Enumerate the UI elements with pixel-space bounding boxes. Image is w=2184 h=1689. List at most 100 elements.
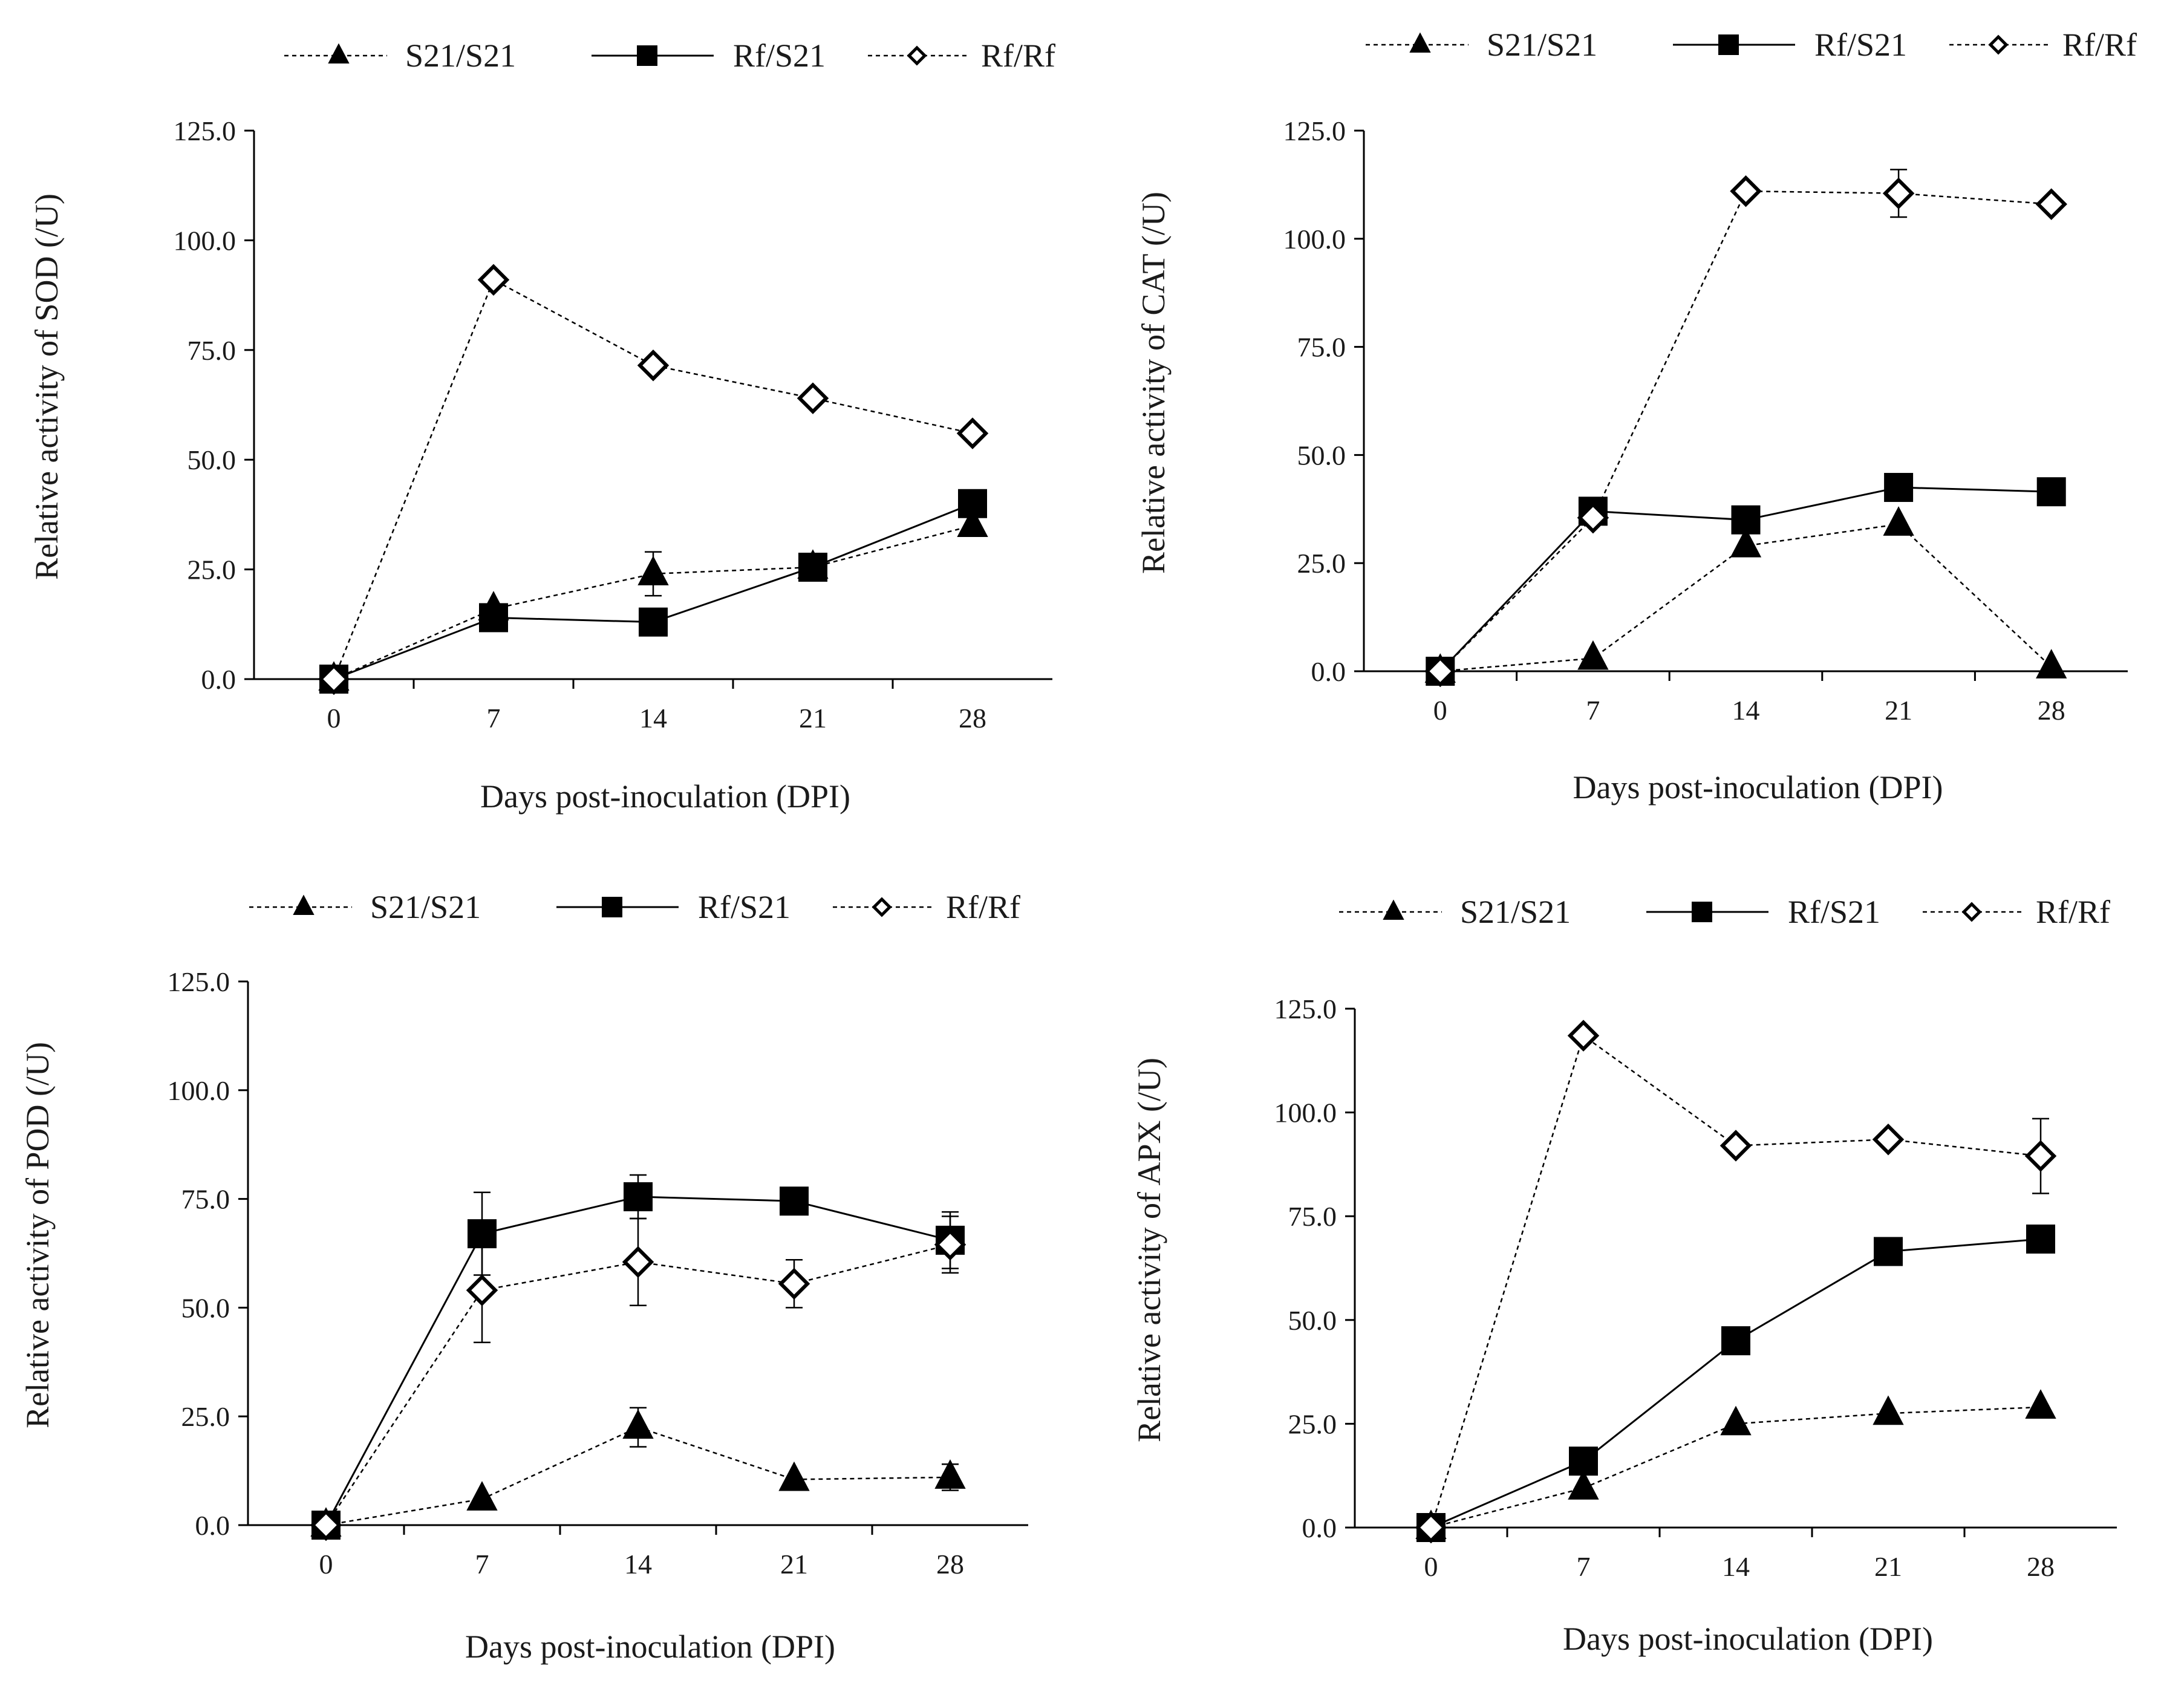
- y-tick-label: 50.0: [1288, 1305, 1337, 1336]
- data-point-s21-s21: [2025, 1389, 2056, 1419]
- y-tick-label: 25.0: [1288, 1408, 1337, 1439]
- legend-marker-rf-s21: [637, 45, 657, 66]
- data-point-s21-s21: [1873, 1395, 1904, 1425]
- chart-panel-1: 0.0 25.0 50.0 75.0 100.0 125.0 0 7 14 21 28 Days po…: [1135, 27, 2137, 805]
- legend-label: Rf/Rf: [2036, 894, 2110, 930]
- y-tick-label: 125.0: [1274, 994, 1337, 1024]
- data-point-s21-s21: [1720, 1405, 1752, 1436]
- y-tick-label: 75.0: [187, 335, 236, 366]
- series-line-rf-rf: [1439, 190, 2052, 672]
- data-point-rf-rf: [1882, 177, 1915, 209]
- x-tick-label: 21: [1874, 1551, 1902, 1582]
- chart-panel-2: 0.0 25.0 50.0 75.0 100.0 125.0 0 7 14 21 28 Days po…: [19, 889, 1028, 1665]
- y-tick-label: 0.0: [195, 1510, 230, 1541]
- data-point-rf-s21: [624, 1182, 653, 1212]
- data-point-s21-s21: [478, 591, 509, 620]
- data-point-rf-rf: [2024, 1140, 2057, 1172]
- legend-marker-rf-s21: [1718, 34, 1739, 55]
- legend-label: Rf/S21: [1814, 27, 1907, 63]
- legend-marker-rf-s21: [602, 897, 622, 917]
- legend: S21/S21 Rf/S21 Rf/Rf: [1339, 894, 2110, 930]
- y-tick-label: 100.0: [174, 225, 236, 256]
- legend-label: Rf/Rf: [946, 889, 1020, 925]
- data-point-s21-s21: [1883, 506, 1914, 536]
- y-tick-label: 125.0: [174, 116, 236, 146]
- x-tick-label: 0: [319, 1549, 333, 1580]
- data-point-rf-s21: [2026, 1224, 2055, 1254]
- x-tick-label: 14: [639, 703, 667, 734]
- data-point-rf-rf: [1424, 655, 1456, 688]
- data-point-s21-s21: [934, 1459, 966, 1489]
- data-point-s21-s21: [1568, 1470, 1599, 1500]
- x-tick-label: 7: [475, 1549, 489, 1580]
- x-tick-label: 7: [1577, 1551, 1591, 1582]
- series-line-s21-s21: [333, 524, 973, 680]
- legend-label: Rf/S21: [733, 37, 826, 74]
- series-line-rf-rf: [1430, 1034, 2041, 1528]
- data-point-s21-s21: [637, 556, 669, 585]
- legend-marker-s21-s21: [293, 894, 315, 915]
- data-point-rf-rf: [466, 1274, 498, 1306]
- y-tick-label: 125.0: [168, 966, 230, 997]
- y-tick-label: 0.0: [1311, 656, 1346, 687]
- chart-panel-0: 0.0 25.0 50.0 75.0 100.0 125.0 0 7 14 21 28 Days po…: [28, 37, 1055, 815]
- legend: S21/S21 Rf/S21 Rf/Rf: [284, 37, 1055, 74]
- y-tick-label: 25.0: [181, 1401, 230, 1432]
- y-axis-title: Relative activity of POD (/U): [19, 1042, 56, 1428]
- legend-marker-s21-s21: [1409, 32, 1431, 53]
- y-tick-label: 100.0: [1274, 1098, 1337, 1128]
- data-point-s21-s21: [622, 1409, 654, 1439]
- data-point-rf-rf: [1872, 1123, 1905, 1156]
- data-point-rf-s21: [780, 1186, 809, 1216]
- x-tick-label: 14: [1732, 695, 1760, 726]
- y-tick-label: 25.0: [1297, 548, 1346, 579]
- legend-label: Rf/S21: [1788, 894, 1880, 930]
- data-point-rf-rf: [637, 349, 670, 382]
- legend-label: Rf/S21: [698, 889, 790, 925]
- x-tick-label: 21: [1885, 695, 1912, 726]
- legend-marker-rf-s21: [1692, 902, 1712, 922]
- legend-marker-rf-rf: [907, 45, 927, 66]
- y-tick-label: 50.0: [1297, 440, 1346, 470]
- y-tick-label: 0.0: [1302, 1512, 1337, 1543]
- y-axis-title: Relative activity of APX (/U): [1131, 1058, 1167, 1442]
- data-point-rf-rf: [2035, 188, 2067, 220]
- y-tick-label: 75.0: [1288, 1201, 1337, 1232]
- data-point-rf-rf: [797, 382, 829, 414]
- data-point-s21-s21: [466, 1481, 498, 1511]
- data-point-s21-s21: [957, 507, 988, 538]
- legend-marker-rf-rf: [1961, 902, 1982, 922]
- data-point-rf-rf: [622, 1246, 654, 1278]
- legend-label: Rf/Rf: [981, 37, 1055, 74]
- data-point-rf-rf: [1567, 1020, 1600, 1052]
- data-point-rf-s21: [1874, 1237, 1903, 1266]
- data-point-rf-rf: [318, 663, 350, 695]
- legend-label: S21/S21: [1460, 894, 1571, 930]
- data-point-rf-rf: [1577, 501, 1609, 534]
- data-point-rf-rf: [1415, 1511, 1447, 1544]
- x-tick-label: 21: [799, 703, 827, 734]
- data-point-rf-s21: [639, 607, 668, 637]
- legend: S21/S21 Rf/S21 Rf/Rf: [1366, 27, 2137, 63]
- data-point-rf-rf: [934, 1228, 967, 1261]
- data-point-rf-rf: [956, 417, 989, 449]
- x-tick-label: 28: [959, 703, 986, 734]
- y-tick-label: 50.0: [187, 444, 236, 475]
- x-tick-label: 21: [780, 1549, 808, 1580]
- x-tick-label: 28: [2038, 695, 2065, 726]
- y-tick-label: 100.0: [168, 1075, 230, 1106]
- x-axis-title: Days post-inoculation (DPI): [480, 778, 850, 815]
- x-tick-label: 28: [2027, 1551, 2055, 1582]
- data-point-rf-rf: [778, 1268, 810, 1300]
- data-point-rf-s21: [1884, 473, 1914, 503]
- y-tick-label: 0.0: [201, 664, 236, 695]
- data-point-s21-s21: [2036, 649, 2067, 679]
- series-line-rf-rf: [333, 278, 973, 680]
- legend-marker-s21-s21: [1383, 899, 1404, 920]
- legend-label: S21/S21: [1487, 27, 1597, 63]
- y-axis-title: Relative activity of SOD (/U): [28, 194, 65, 580]
- legend-marker-s21-s21: [328, 43, 350, 63]
- x-tick-label: 0: [1424, 1551, 1438, 1582]
- legend-marker-rf-rf: [1988, 34, 2009, 55]
